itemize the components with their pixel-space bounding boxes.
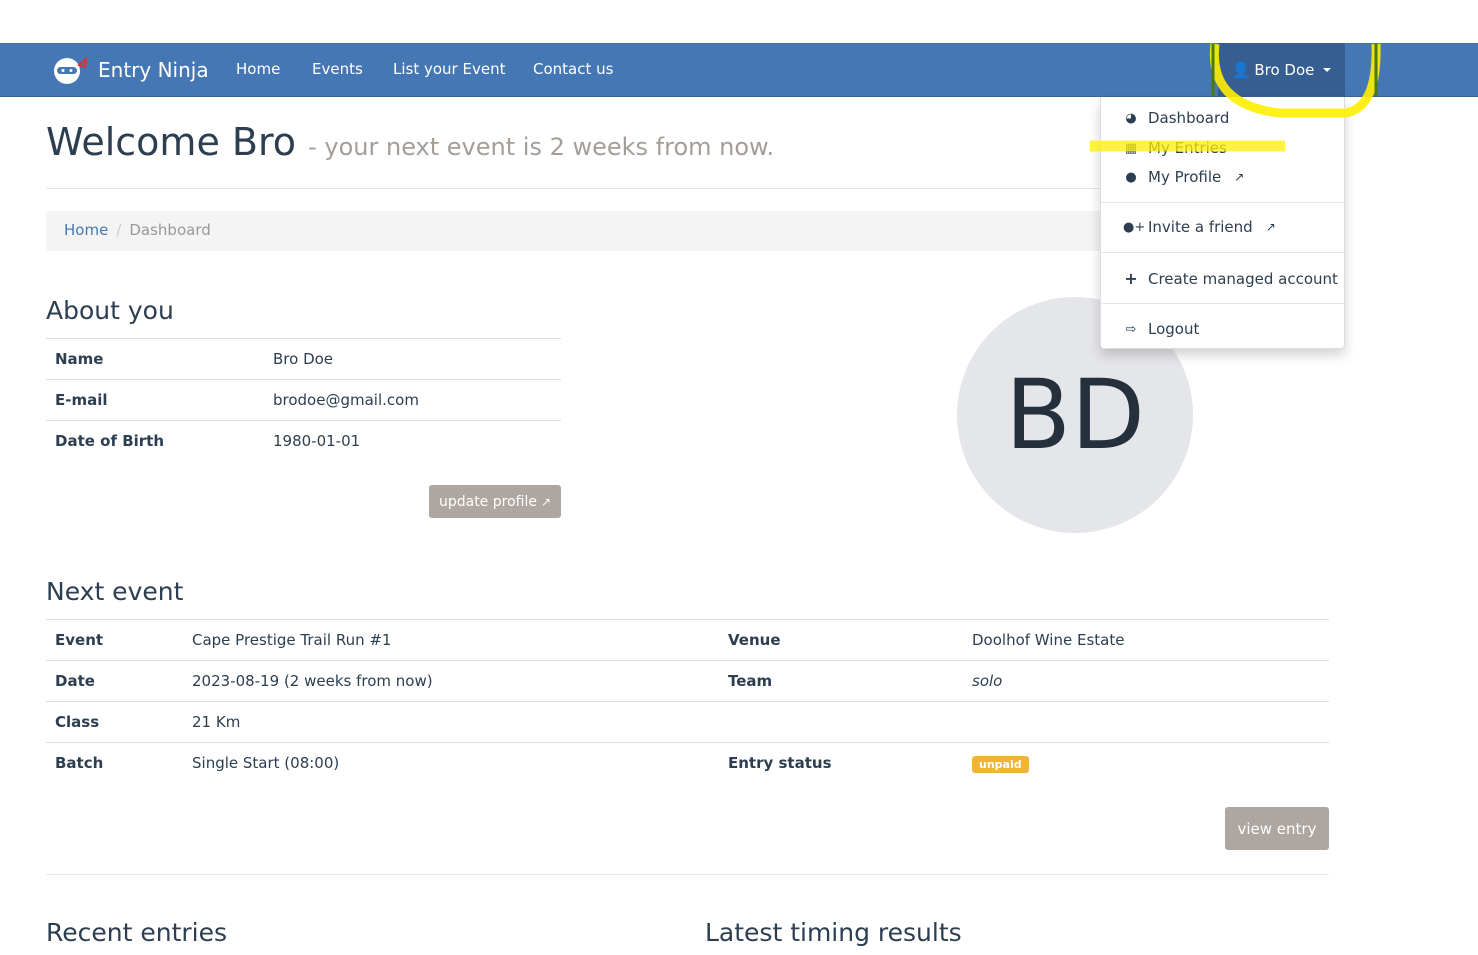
breadcrumb-current: Dashboard	[129, 221, 211, 239]
user-menu-toggle[interactable]: 👤 Bro Doe	[1218, 43, 1345, 97]
table-row: E-mail brodoe@gmail.com	[46, 379, 561, 421]
table-row: Class 21 Km	[46, 701, 1329, 743]
recent-entries-heading: Recent entries	[46, 918, 228, 947]
divider	[1101, 202, 1344, 203]
table-row: Event Cape Prestige Trail Run #1 Venue Dool…	[46, 619, 1329, 661]
value: Cape Prestige Trail Run #1	[183, 619, 719, 661]
view-entry-button[interactable]: view entry	[1225, 807, 1329, 850]
value: Bro Doe	[264, 338, 561, 380]
logout-icon: ⇨	[1125, 321, 1137, 337]
menu-item-my-profile[interactable]: ● My Profile ↗	[1123, 168, 1244, 186]
dashboard-icon: ◕	[1125, 110, 1137, 126]
label: Name	[46, 338, 264, 380]
welcome-text: Welcome Bro	[46, 120, 297, 164]
value: 1980-01-01	[264, 420, 561, 462]
table-row: Name Bro Doe	[46, 338, 561, 380]
timing-results-heading: Latest timing results	[705, 918, 962, 947]
menu-item-dashboard[interactable]: ◕ Dashboard	[1123, 109, 1229, 127]
plus-icon: +	[1124, 269, 1138, 288]
divider	[46, 188, 1329, 189]
label: Team	[719, 660, 963, 702]
divider	[46, 874, 1329, 875]
label: Entry status	[719, 742, 963, 784]
menu-item-my-entries[interactable]: ▦ My Entries	[1124, 139, 1227, 157]
label: Event	[46, 619, 183, 661]
divider	[1101, 252, 1344, 253]
external-link-icon: ↗	[1234, 170, 1245, 184]
avatar: BD	[957, 297, 1193, 533]
table-row: Date of Birth 1980-01-01	[46, 420, 561, 462]
external-link-icon: ↗	[1265, 220, 1276, 234]
value: 2023-08-19 (2 weeks from now)	[183, 660, 719, 702]
label: E-mail	[46, 379, 264, 421]
value: Doolhof Wine Estate	[963, 619, 1329, 661]
next-event-heading: Next event	[46, 577, 184, 606]
nav-list-event[interactable]: List your Event	[393, 60, 506, 78]
label: Class	[46, 701, 183, 743]
value: brodoe@gmail.com	[264, 379, 561, 421]
value: Single Start (08:00)	[183, 742, 719, 784]
user-name: Bro Doe	[1254, 61, 1315, 79]
nav-home[interactable]: Home	[236, 60, 281, 78]
user-plus-icon: ●+	[1123, 219, 1146, 235]
brand-name: Entry Ninja	[98, 58, 209, 82]
breadcrumb-home[interactable]: Home	[64, 221, 109, 239]
about-table: Name Bro Doe E-mail brodoe@gmail.com Date …	[46, 338, 561, 462]
update-profile-button[interactable]: update profile ↗	[429, 485, 561, 518]
navbar: Entry Ninja Home Events List your Event …	[0, 43, 1478, 97]
nav-contact[interactable]: Contact us	[533, 60, 614, 78]
external-link-icon: ↗	[540, 494, 552, 509]
nav-events[interactable]: Events	[312, 60, 363, 78]
brand-logo[interactable]: Entry Ninja	[52, 55, 209, 85]
value: solo	[963, 660, 1329, 702]
menu-item-logout[interactable]: ⇨ Logout	[1123, 320, 1200, 338]
table-row: Date 2023-08-19 (2 weeks from now) Team sol…	[46, 660, 1329, 702]
next-event-table: Event Cape Prestige Trail Run #1 Venue Dool…	[46, 619, 1329, 784]
table-row: Batch Single Start (08:00) Entry status unp…	[46, 742, 1329, 784]
label: Venue	[719, 619, 963, 661]
label: Batch	[46, 742, 183, 784]
user-icon: 👤	[1231, 61, 1251, 79]
caret-down-icon	[1323, 68, 1332, 72]
about-heading: About you	[46, 296, 174, 325]
divider	[1101, 303, 1344, 304]
user-dropdown-menu: ◕ Dashboard ▦ My Entries ● My Profile ↗ ●+ In…	[1100, 97, 1345, 349]
menu-item-create-managed-account[interactable]: + Create managed account	[1124, 269, 1338, 288]
calendar-icon: ▦	[1124, 140, 1138, 156]
page-title: Welcome Bro - your next event is 2 weeks…	[46, 120, 774, 164]
status-badge: unpaid	[972, 756, 1029, 774]
value: 21 Km	[183, 701, 719, 743]
label: Date	[46, 660, 183, 702]
user-icon: ●	[1125, 169, 1137, 185]
label: Date of Birth	[46, 420, 264, 462]
page-subtitle: - your next event is 2 weeks from now.	[308, 133, 775, 161]
ninja-logo-icon	[54, 56, 88, 84]
menu-item-invite-friend[interactable]: ●+ Invite a friend ↗	[1123, 218, 1276, 236]
